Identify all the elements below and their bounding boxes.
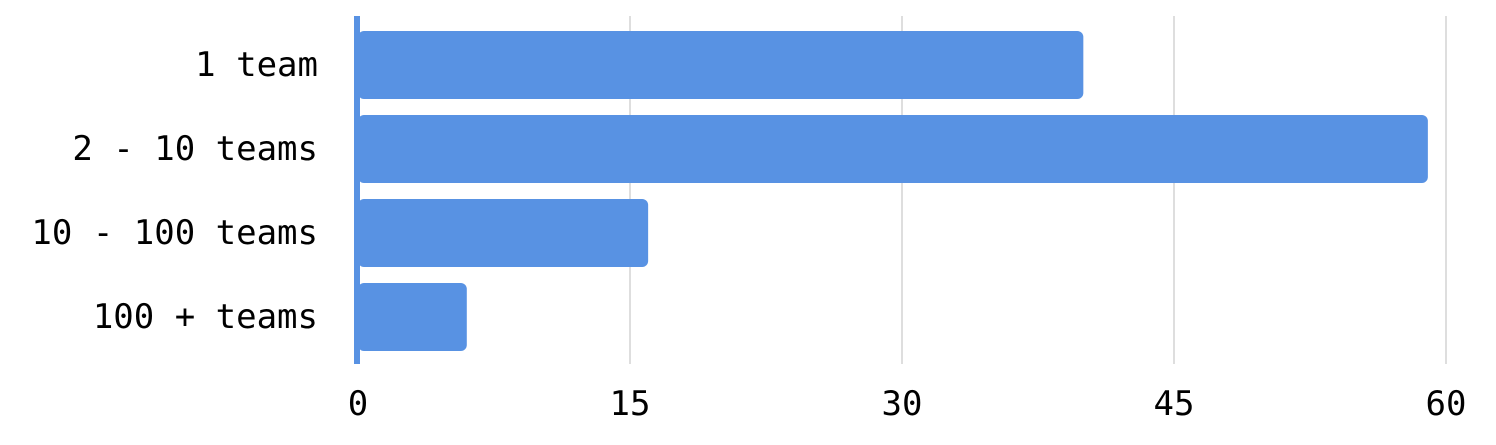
category-label-3: 100 + teams — [93, 297, 318, 337]
bars — [358, 31, 1428, 351]
y-axis-line — [354, 16, 360, 364]
x-tick-label-30: 30 — [882, 384, 923, 424]
x-tick-label-45: 45 — [1154, 384, 1195, 424]
x-tick-label-15: 15 — [610, 384, 651, 424]
category-labels: 1 team 2 - 10 teams 10 - 100 teams 100 + te… — [31, 45, 318, 337]
category-label-1: 2 - 10 teams — [72, 129, 318, 169]
axis-line — [354, 16, 360, 364]
bar-2 — [358, 199, 649, 267]
x-tick-labels: 0 15 30 45 60 — [348, 384, 1467, 424]
x-tick-label-60: 60 — [1426, 384, 1467, 424]
category-label-0: 1 team — [195, 45, 318, 85]
bar-0 — [358, 31, 1084, 99]
bar-3 — [358, 283, 467, 351]
x-tick-label-0: 0 — [348, 384, 368, 424]
bar-1 — [358, 115, 1428, 183]
category-label-2: 10 - 100 teams — [31, 213, 318, 253]
